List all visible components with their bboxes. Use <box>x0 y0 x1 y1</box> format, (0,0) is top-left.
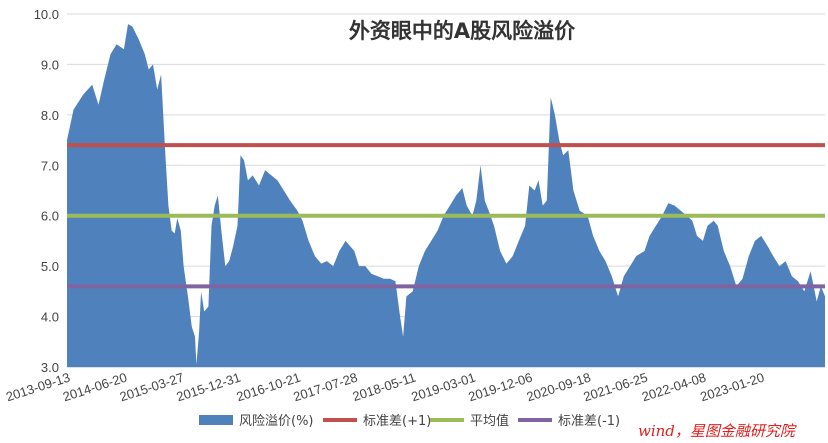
x-tick-label: 2022-04-08 <box>640 370 708 405</box>
x-tick-label: 2018-05-11 <box>351 370 418 405</box>
x-tick-label: 2014-06-20 <box>61 370 129 405</box>
legend-label: 标准差(+1) <box>363 414 431 429</box>
legend-label: 平均值 <box>470 413 509 429</box>
chart-title: 外资眼中的A股风险溢价 <box>349 19 576 43</box>
area-layer <box>67 24 825 367</box>
y-axis-ticks: 3.0 4.0 5.0 6.0 7.0 8.0 9.0 10.0 <box>34 7 59 375</box>
legend: 风险溢价(%) 标准差(+1) 平均值 标准差(-1) <box>199 413 620 429</box>
source-watermark: wind，星图金融研究院 <box>638 422 797 440</box>
legend-swatch-area <box>199 415 233 425</box>
y-tick-label: 4.0 <box>41 310 59 325</box>
risk-premium-area <box>67 24 825 367</box>
x-tick-label: 2015-03-27 <box>118 370 186 405</box>
y-tick-label: 10.0 <box>34 7 59 22</box>
x-tick-label: 2015-12-31 <box>175 370 243 405</box>
x-tick-label: 2023-01-20 <box>698 370 766 405</box>
y-tick-label: 3.0 <box>41 360 59 375</box>
y-tick-label: 9.0 <box>41 57 59 72</box>
y-tick-label: 6.0 <box>41 209 59 224</box>
y-tick-label: 5.0 <box>41 259 59 274</box>
y-tick-label: 7.0 <box>41 158 59 173</box>
x-tick-label: 2019-12-06 <box>466 370 534 405</box>
x-tick-label: 2020-09-18 <box>525 370 593 405</box>
legend-label: 标准差(-1) <box>558 414 620 429</box>
legend-label: 风险溢价(%) <box>239 414 314 429</box>
x-tick-label: 2013-09-13 <box>4 370 72 405</box>
reference-lines <box>67 143 825 289</box>
y-tick-label: 8.0 <box>41 108 59 123</box>
x-tick-label: 2019-03-01 <box>409 370 477 405</box>
x-tick-label: 2016-10-21 <box>234 370 302 405</box>
x-tick-label: 2017-07-28 <box>291 370 359 405</box>
x-axis-ticks: 2013-09-132014-06-202015-03-272015-12-31… <box>4 370 766 405</box>
x-tick-label: 2021-06-25 <box>582 370 650 405</box>
